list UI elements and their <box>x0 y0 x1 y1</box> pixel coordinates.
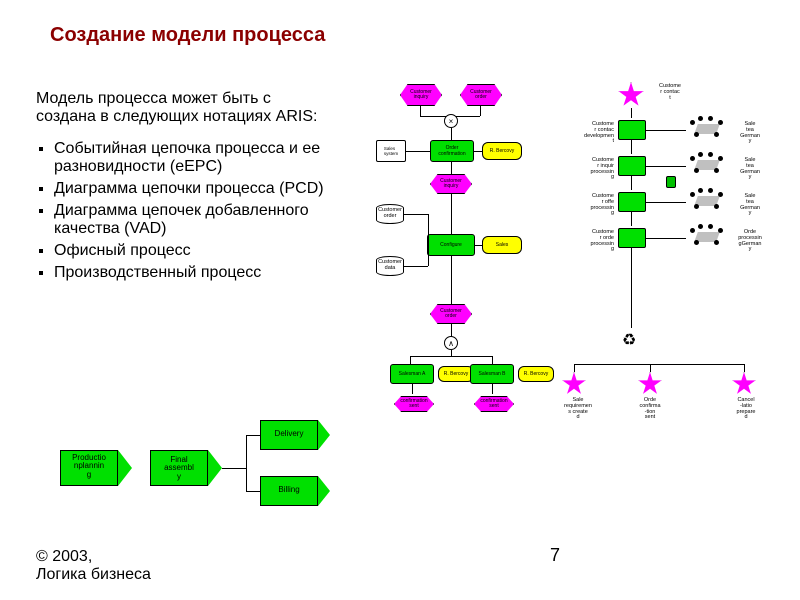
eepc-event: Customer inquiry <box>400 84 442 106</box>
page-number: 7 <box>550 545 560 566</box>
eepc-orgunit: R. Bercovy <box>482 142 522 160</box>
star-icon <box>618 82 644 108</box>
eepc-event: Customer order <box>460 84 502 106</box>
eepc-function: Salesman A <box>390 364 434 384</box>
meeting-icon <box>688 190 728 212</box>
list-item: Диаграмма цепочек добавленного качества … <box>54 202 366 238</box>
document-icon <box>666 176 676 188</box>
intro-text: Модель процесса может быть с создана в с… <box>36 90 317 126</box>
xor-connector-icon: × <box>444 114 458 128</box>
eepc-orgunit: R. Bercovy <box>518 366 554 382</box>
star-icon <box>562 372 586 396</box>
list-item: Событийная цепочка процесса и ее разнови… <box>54 140 366 176</box>
list-item: Диаграмма цепочки процесса (PCD) <box>54 180 366 198</box>
office-function <box>618 120 646 140</box>
star-icon <box>732 372 756 396</box>
eepc-function: Configure <box>427 234 475 256</box>
eepc-infosystem: Sales system <box>376 140 406 162</box>
slide-title: Создание модели процесса <box>50 24 325 47</box>
recycle-icon: ♻ <box>622 330 636 350</box>
office-function <box>618 156 646 176</box>
list-item: Офисный процесс <box>54 242 366 260</box>
eepc-function: Salesman B <box>470 364 514 384</box>
eepc-event: Customer inquiry <box>430 174 472 194</box>
eepc-orgunit: Sales <box>482 236 522 254</box>
eepc-event: Customer order <box>430 304 472 324</box>
meeting-icon <box>688 154 728 176</box>
notation-list: Событийная цепочка процесса и ее разнови… <box>36 136 366 286</box>
office-function <box>618 228 646 248</box>
copyright-text: © 2003, Логика бизнеса <box>36 548 151 584</box>
eepc-orgunit: R. Bercovy <box>438 366 474 382</box>
eepc-function: Order confirmation <box>430 140 474 162</box>
and-connector-icon: ∧ <box>444 336 458 350</box>
list-item: Производственный процесс <box>54 264 366 282</box>
office-function <box>618 192 646 212</box>
eepc-event: confirmation sent <box>394 396 434 412</box>
eepc-event: confirmation sent <box>474 396 514 412</box>
star-icon <box>638 372 662 396</box>
meeting-icon <box>688 226 728 248</box>
meeting-icon <box>688 118 728 140</box>
